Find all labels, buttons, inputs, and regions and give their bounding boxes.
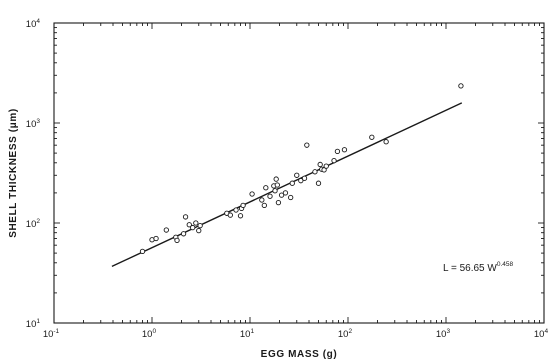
data-point (233, 207, 239, 213)
data-point (273, 176, 279, 182)
x-tick-label: 103 (436, 328, 451, 340)
x-tick-label: 100 (142, 328, 157, 340)
data-point (341, 147, 348, 153)
data-point (369, 134, 375, 140)
data-point (227, 212, 233, 218)
regression-line (111, 102, 463, 268)
data-point (163, 227, 169, 233)
data-point (240, 202, 246, 209)
x-tick-label-base: 10 (338, 329, 349, 340)
x-tick-label-exponent: 3 (446, 328, 450, 335)
x-tick-label-exponent: 2 (348, 328, 352, 335)
x-tick-label: 104 (534, 328, 549, 340)
y-tick-label-exponent: 3 (36, 118, 40, 125)
data-point (272, 188, 278, 194)
data-point (275, 199, 282, 206)
data-point (263, 185, 269, 191)
x-tick-label: 10-1 (43, 328, 60, 340)
y-tick-label: 104 (26, 18, 41, 30)
y-tick-label-exponent: 2 (36, 218, 40, 225)
y-axis-label: SHELL THICKNESS (μm) (8, 108, 19, 238)
axis-ticks (53, 23, 544, 324)
data-point (197, 223, 203, 229)
data-point (190, 224, 196, 231)
plot-frame (53, 22, 545, 324)
x-tick-label-base: 10 (43, 329, 54, 340)
data-point (301, 175, 308, 181)
y-tick-label-base: 10 (26, 119, 37, 130)
y-tick-label-exponent: 1 (36, 318, 40, 325)
y-tick-label-base: 10 (26, 319, 37, 330)
data-point (153, 235, 159, 242)
data-point (289, 180, 295, 186)
data-point (249, 191, 255, 197)
data-point (174, 237, 180, 244)
x-tick-label-base: 10 (240, 329, 251, 340)
data-point (186, 222, 192, 228)
x-tick-label-exponent: 4 (544, 328, 548, 335)
data-point (196, 227, 202, 234)
data-point (261, 202, 267, 209)
data-point (193, 220, 199, 226)
data-point (312, 169, 318, 175)
data-point (180, 231, 187, 237)
data-point (288, 194, 294, 201)
data-point (259, 197, 265, 203)
y-tick-label: 103 (26, 118, 41, 130)
x-axis-label: EGG MASS (g) (261, 349, 338, 360)
data-point (315, 180, 322, 186)
data-point (267, 193, 273, 199)
data-point (237, 213, 244, 219)
x-tick-label: 101 (240, 328, 255, 340)
data-point (298, 178, 304, 184)
x-tick-label: 102 (338, 328, 353, 340)
data-point (383, 139, 389, 145)
data-point (139, 248, 146, 255)
y-tick-label-base: 10 (26, 19, 37, 30)
y-tick-label-base: 10 (26, 219, 37, 230)
x-tick-label-base: 10 (142, 329, 153, 340)
data-point (274, 182, 280, 188)
data-point (323, 163, 329, 169)
data-points (139, 83, 464, 255)
x-tick-label-exponent: 0 (152, 328, 156, 335)
fit-equation-exponent: 0.458 (497, 261, 514, 268)
y-tick-label: 102 (26, 218, 41, 230)
data-point (304, 142, 310, 148)
data-point (317, 161, 323, 168)
data-point (278, 192, 285, 198)
y-tick-label-exponent: 4 (36, 18, 40, 25)
fit-line-layer (111, 102, 463, 268)
x-tick-label-exponent: -1 (53, 328, 59, 335)
data-point (282, 190, 289, 196)
x-tick-label-exponent: 1 (250, 328, 254, 335)
data-point (294, 172, 300, 178)
fit-equation-base: L = 56.65 W (443, 263, 497, 274)
data-point (458, 83, 464, 89)
x-tick-label-base: 10 (534, 329, 545, 340)
data-point (334, 148, 341, 155)
x-tick-label-base: 10 (436, 329, 447, 340)
data-point (182, 214, 189, 220)
y-tick-label: 101 (26, 318, 41, 330)
fit-equation: L = 56.65 W0.458 (443, 261, 513, 274)
data-point (331, 158, 337, 164)
